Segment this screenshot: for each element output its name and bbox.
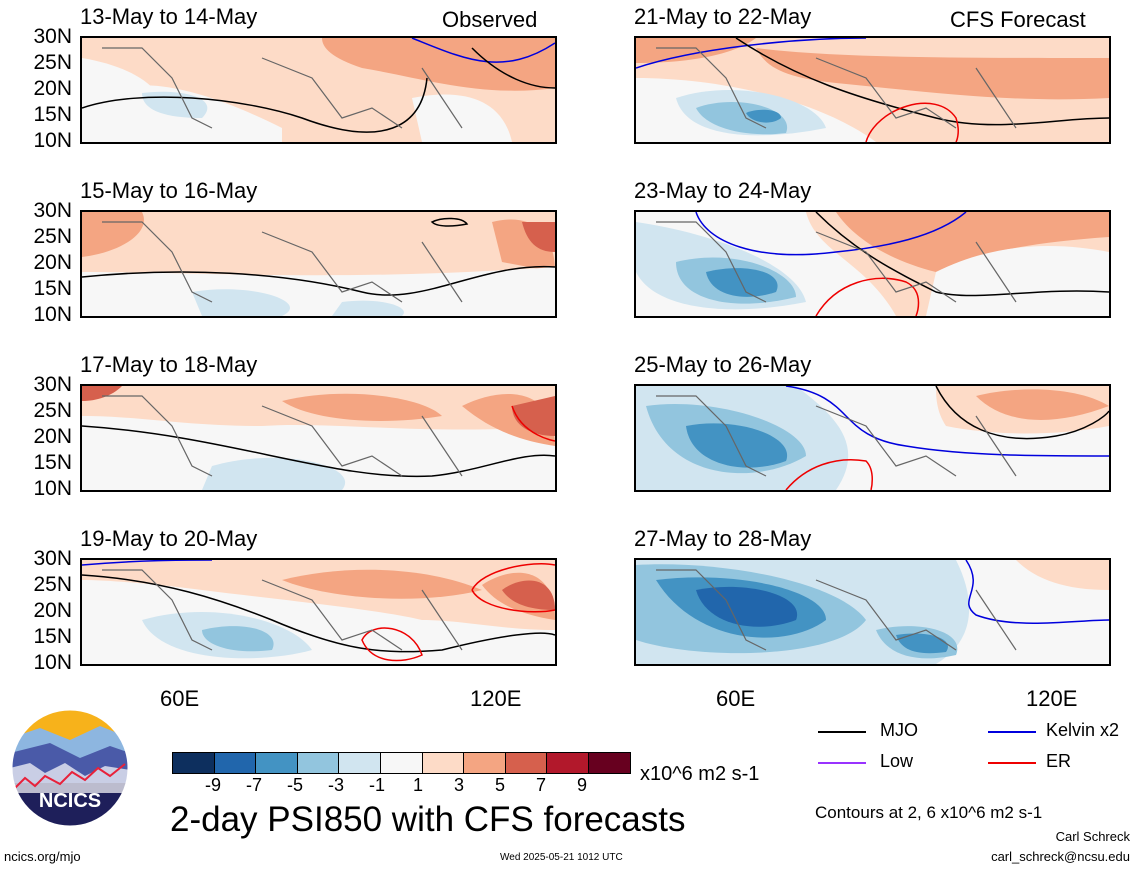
colorbar-tick: -7 bbox=[245, 775, 262, 795]
colorbar-swatch bbox=[214, 753, 257, 773]
panel-title-6: 23-May to 24-May bbox=[634, 178, 812, 203]
legend-kelvin-line bbox=[988, 731, 1036, 733]
map-panel-6 bbox=[634, 210, 1111, 318]
lat-label-15n: 15N bbox=[33, 451, 72, 474]
panel-title-4: 19-May to 20-May bbox=[80, 526, 258, 551]
lat-label-25n: 25N bbox=[33, 573, 72, 596]
legend-mjo-label: MJO bbox=[880, 720, 918, 740]
colorbar-swatch bbox=[297, 753, 340, 773]
legend-kelvin-label: Kelvin x2 bbox=[1046, 720, 1120, 740]
site-link[interactable]: ncics.org/mjo bbox=[4, 849, 81, 864]
panel-title-7: 25-May to 26-May bbox=[634, 352, 812, 377]
lat-label-15n: 15N bbox=[33, 625, 72, 648]
map-panel-4 bbox=[80, 558, 557, 666]
panel-tag-observed: Observed bbox=[442, 7, 538, 32]
lat-label-30n: 30N bbox=[33, 25, 72, 48]
lat-label-10n: 10N bbox=[33, 303, 72, 326]
lat-label-20n: 20N bbox=[33, 251, 72, 274]
lat-label-20n: 20N bbox=[33, 599, 72, 622]
panel-title-2: 15-May to 16-May bbox=[80, 178, 258, 203]
legend-mjo-line bbox=[818, 731, 866, 733]
legend-low-label: Low bbox=[880, 751, 914, 771]
lat-label-15n: 15N bbox=[33, 103, 72, 126]
legend-low-line bbox=[818, 762, 866, 764]
colorbar-swatch bbox=[547, 753, 589, 773]
panel-title-3: 17-May to 18-May bbox=[80, 352, 258, 377]
colorbar-tick: 1 bbox=[412, 775, 423, 795]
lon-label-60e: 60E bbox=[160, 686, 200, 711]
colorbar-swatch bbox=[505, 753, 548, 773]
panel-title-8: 27-May to 28-May bbox=[634, 526, 812, 551]
lat-label-30n: 30N bbox=[33, 199, 72, 222]
map-panel-2 bbox=[80, 210, 557, 318]
logo-text: NCICS bbox=[38, 790, 102, 812]
lat-label-25n: 25N bbox=[33, 399, 72, 422]
colorbar-tick: -9 bbox=[204, 775, 221, 795]
colorbar-tick: 7 bbox=[535, 775, 546, 795]
figure-title: 2-day PSI850 with CFS forecasts bbox=[170, 800, 686, 839]
colorbar-units: x10^6 m2 s-1 bbox=[640, 763, 760, 785]
colorbar-swatch bbox=[256, 753, 298, 773]
lon-label-120e: 120E bbox=[470, 686, 522, 711]
lat-label-25n: 25N bbox=[33, 51, 72, 74]
map-panel-1 bbox=[80, 36, 557, 144]
colorbar-swatch bbox=[173, 753, 215, 773]
colorbar-swatch bbox=[380, 753, 423, 773]
colorbar-tick: -5 bbox=[286, 775, 303, 795]
contours-note: Contours at 2, 6 x10^6 m2 s-1 bbox=[815, 803, 1043, 822]
colorbar-tick: -3 bbox=[327, 775, 344, 795]
map-panel-3 bbox=[80, 384, 557, 492]
lon-label-60e: 60E bbox=[716, 686, 756, 711]
timestamp: Wed 2025-05-21 1012 UTC bbox=[500, 852, 623, 863]
map-panel-7 bbox=[634, 384, 1111, 492]
map-panel-5 bbox=[634, 36, 1111, 144]
lat-label-10n: 10N bbox=[33, 651, 72, 674]
colorbar-swatch bbox=[464, 753, 506, 773]
ncics-logo: NCICS bbox=[10, 708, 130, 828]
colorbar-swatch bbox=[339, 753, 381, 773]
lat-label-25n: 25N bbox=[33, 225, 72, 248]
panel-tag-forecast: CFS Forecast bbox=[950, 7, 1086, 32]
lat-label-20n: 20N bbox=[33, 425, 72, 448]
lat-label-10n: 10N bbox=[33, 477, 72, 500]
map-panel-8 bbox=[634, 558, 1111, 666]
colorbar-tick: 5 bbox=[494, 775, 505, 795]
colorbar-tick: -1 bbox=[368, 775, 385, 795]
legend-er-line bbox=[988, 762, 1036, 764]
lat-label-30n: 30N bbox=[33, 547, 72, 570]
author: Carl Schreck bbox=[1055, 829, 1130, 844]
email: carl_schreck@ncsu.edu bbox=[991, 849, 1130, 864]
lat-label-30n: 30N bbox=[33, 373, 72, 396]
lat-label-10n: 10N bbox=[33, 129, 72, 152]
colorbar bbox=[172, 752, 631, 774]
panel-title-5: 21-May to 22-May bbox=[634, 4, 812, 29]
colorbar-swatch bbox=[422, 753, 465, 773]
colorbar-tick: 9 bbox=[576, 775, 587, 795]
panel-title-1: 13-May to 14-May bbox=[80, 4, 258, 29]
lon-label-120e: 120E bbox=[1026, 686, 1078, 711]
colorbar-tick: 3 bbox=[453, 775, 464, 795]
legend-er-label: ER bbox=[1046, 751, 1072, 771]
lat-label-20n: 20N bbox=[33, 77, 72, 100]
colorbar-swatch bbox=[588, 753, 630, 773]
lat-label-15n: 15N bbox=[33, 277, 72, 300]
